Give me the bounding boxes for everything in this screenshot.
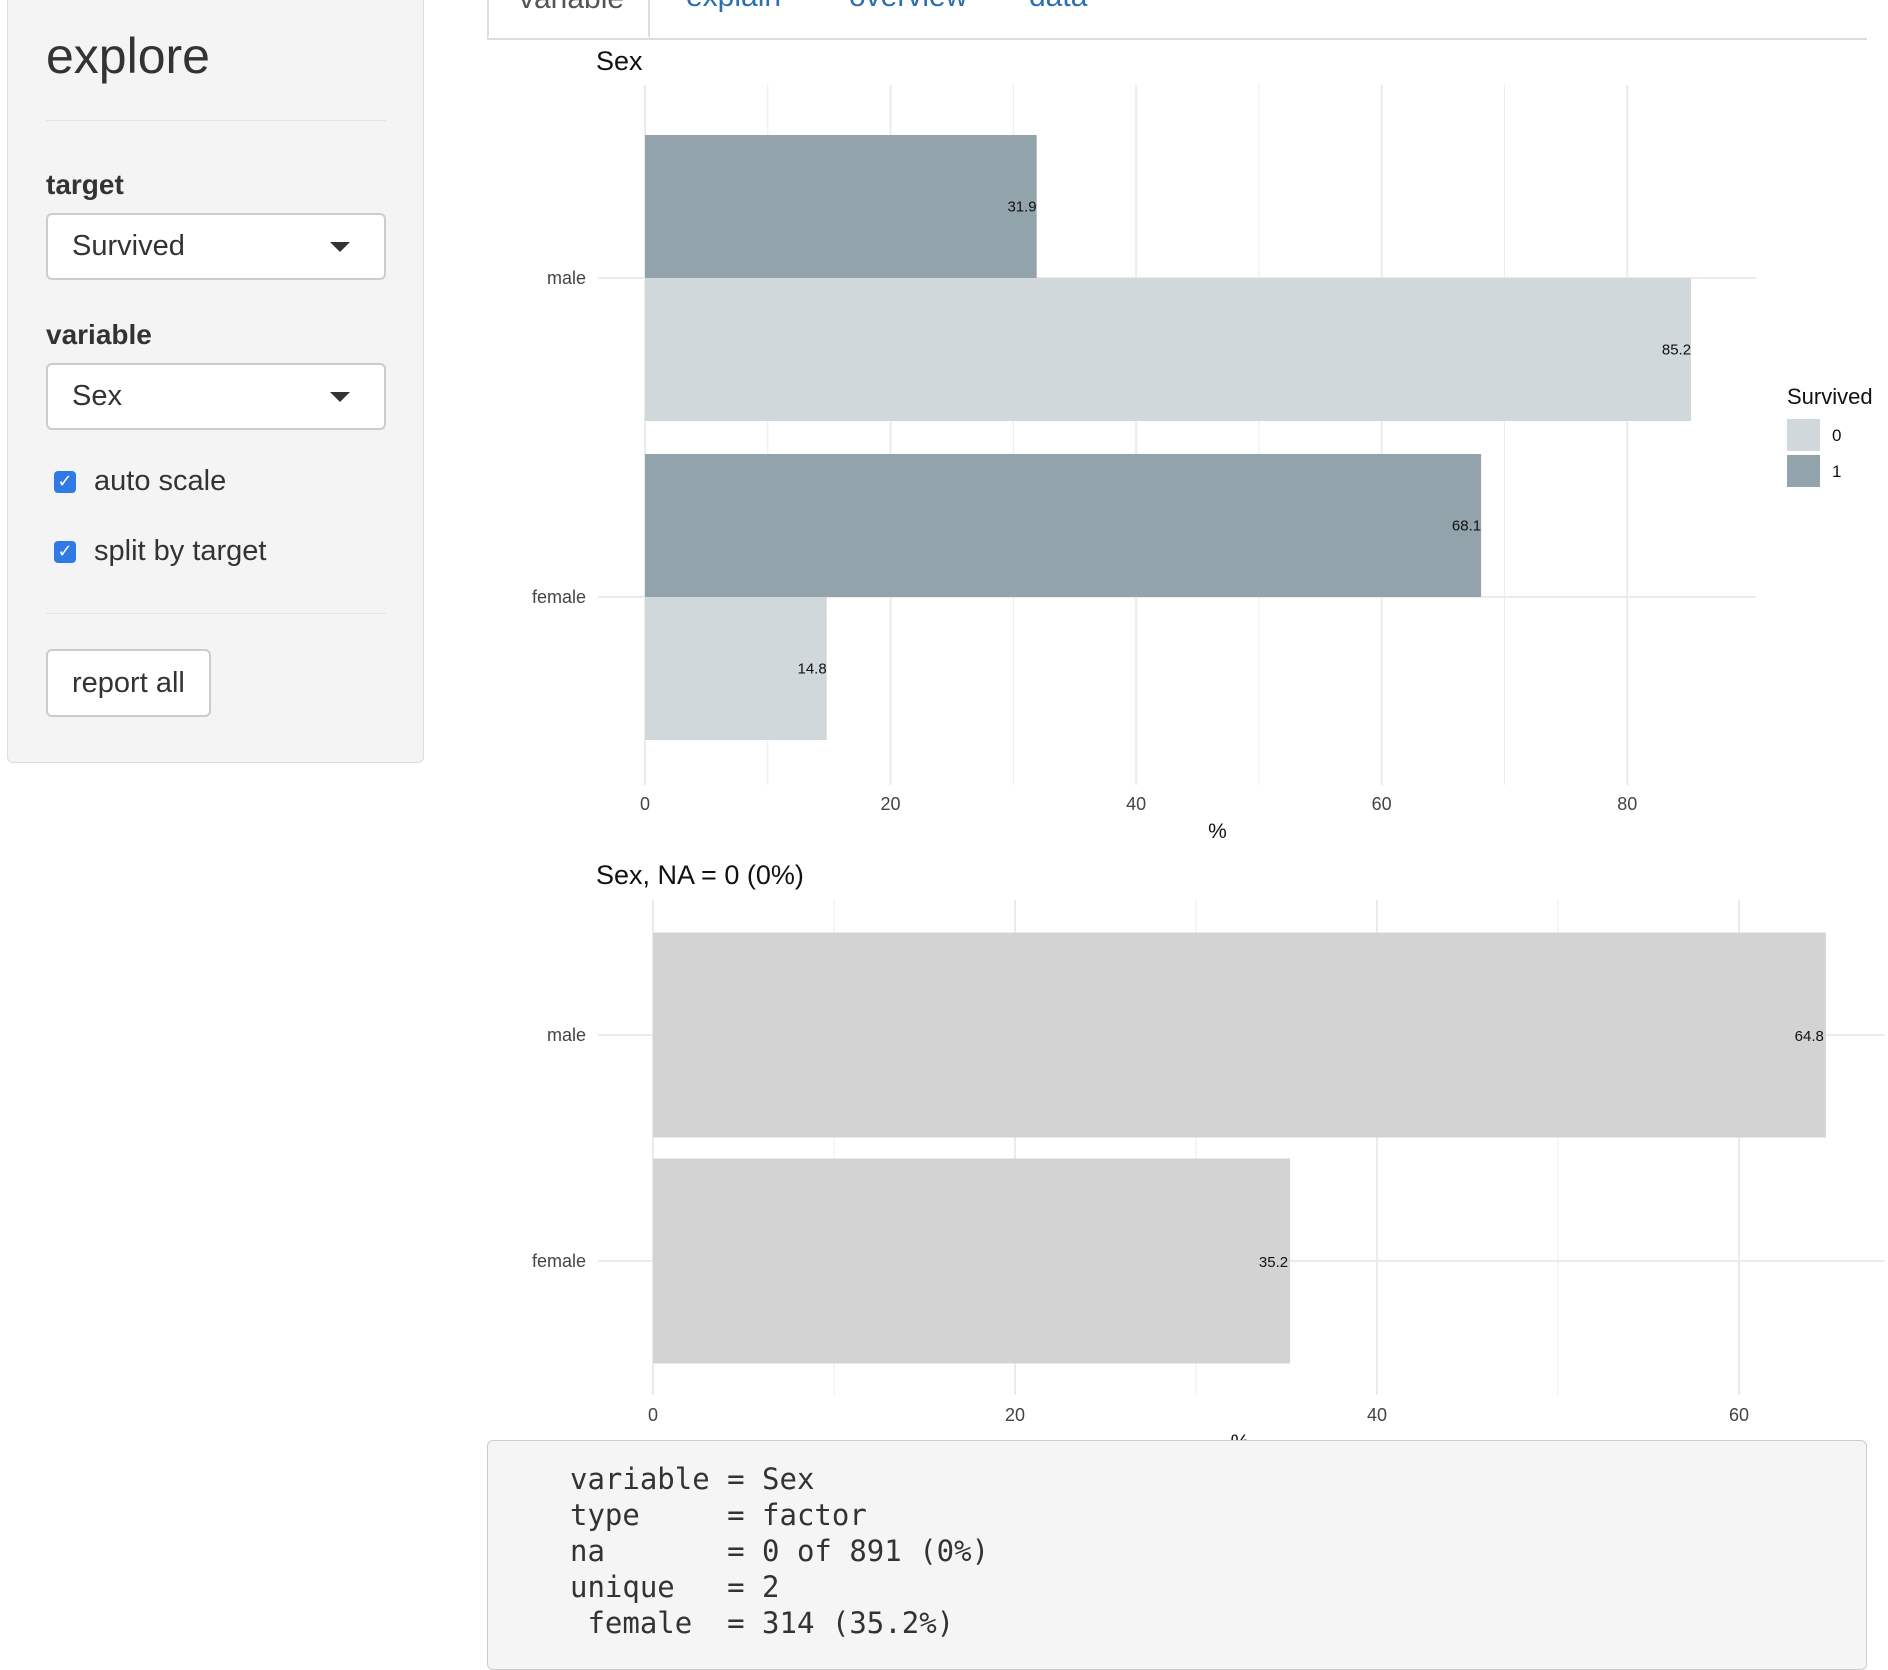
- chart-title: Sex, NA = 0 (0%): [596, 860, 804, 890]
- tick-label: 20: [881, 794, 901, 814]
- tab-data[interactable]: data: [1029, 0, 1087, 38]
- tick-label: 40: [1367, 1405, 1387, 1425]
- category-label: male: [547, 268, 586, 288]
- tick-label: 60: [1729, 1405, 1749, 1425]
- legend-item: 0: [1832, 426, 1841, 445]
- sidebar-panel: explore target Survived variable Sex ✓ a…: [7, 0, 424, 763]
- tab-bar: variable explain overview data: [487, 0, 1867, 40]
- category-label: female: [532, 587, 586, 607]
- legend-swatch: [1787, 455, 1820, 487]
- data-label: 35.2: [1259, 1254, 1288, 1271]
- category-label: female: [532, 1251, 586, 1271]
- app-title: explore: [46, 28, 210, 84]
- target-select-value: Survived: [72, 230, 185, 262]
- tab-variable[interactable]: variable: [487, 0, 650, 38]
- chart-survived-by-sex: Sex 31.9 85.2 male 68.1 14.8 female 0 20 40 60 80% S…: [532, 46, 1873, 843]
- tick-label: 0: [640, 794, 650, 814]
- chart-title: Sex: [596, 46, 643, 76]
- legend-swatch: [1787, 419, 1820, 451]
- auto-scale-label: auto scale: [94, 465, 227, 497]
- tab-explain[interactable]: explain: [686, 0, 781, 38]
- variable-select-value: Sex: [72, 380, 122, 412]
- auto-scale-checkbox[interactable]: ✓: [54, 471, 76, 493]
- tick-label: 40: [1126, 794, 1146, 814]
- summary-line: type = factor: [570, 1498, 867, 1532]
- category-label: male: [547, 1025, 586, 1045]
- summary-line: na = 0 of 891 (0%): [570, 1534, 990, 1568]
- summary-line: variable = Sex: [570, 1462, 815, 1496]
- variable-summary-text: variable = Sex type = factor na = 0 of 8…: [570, 1461, 1866, 1641]
- data-label: 68.1: [1452, 518, 1481, 535]
- bar: [645, 597, 827, 740]
- tab-overview[interactable]: overview: [849, 0, 967, 38]
- split-by-target-label: split by target: [94, 535, 267, 567]
- chevron-down-icon: [330, 392, 350, 402]
- bar: [645, 135, 1037, 278]
- chart-sex-distribution: Sex, NA = 0 (0%) 64.8 male 35.2 female 0 20 40 6…: [532, 860, 1885, 1454]
- legend-item: 1: [1832, 462, 1841, 481]
- chevron-down-icon: [330, 242, 350, 252]
- data-label: 85.2: [1662, 342, 1691, 359]
- report-all-button[interactable]: report all: [46, 649, 211, 717]
- split-by-target-checkbox[interactable]: ✓: [54, 541, 76, 563]
- summary-line: female = 314 (35.2%): [570, 1606, 955, 1640]
- legend-title: Survived: [1787, 384, 1873, 409]
- summary-line: unique = 2: [570, 1570, 780, 1604]
- variable-select[interactable]: Sex: [46, 363, 386, 430]
- x-axis-label: %: [1208, 820, 1227, 843]
- bar: [645, 454, 1482, 597]
- target-select[interactable]: Survived: [46, 213, 386, 280]
- tick-label: 20: [1005, 1405, 1025, 1425]
- bar: [645, 278, 1692, 421]
- variable-summary-box: variable = Sex type = factor na = 0 of 8…: [487, 1440, 1867, 1670]
- bar: [653, 932, 1826, 1138]
- tick-label: 0: [648, 1405, 658, 1425]
- data-label: 14.8: [798, 661, 827, 678]
- data-label: 31.9: [1007, 199, 1036, 216]
- target-label: target: [46, 169, 124, 200]
- divider: [46, 613, 386, 614]
- tick-label: 80: [1617, 794, 1637, 814]
- divider: [46, 120, 386, 121]
- bar: [653, 1158, 1291, 1364]
- variable-label: variable: [46, 319, 152, 350]
- data-label: 64.8: [1795, 1028, 1824, 1045]
- tick-label: 60: [1372, 794, 1392, 814]
